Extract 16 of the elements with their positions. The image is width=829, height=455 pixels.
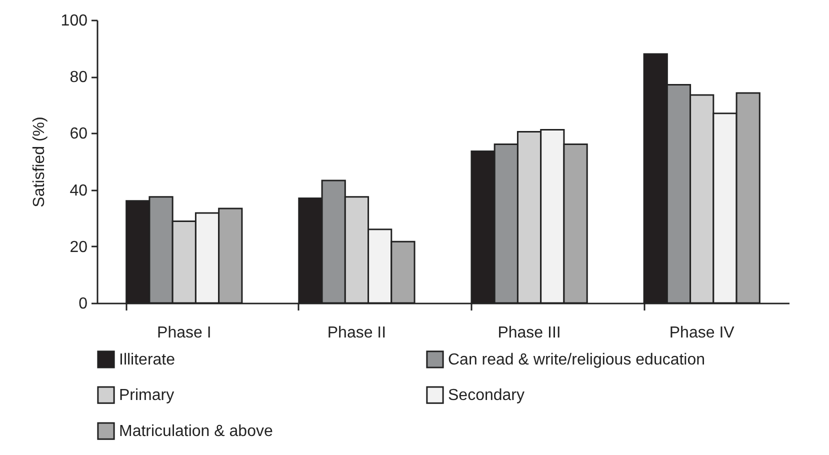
x-tick-label: Phase IV <box>669 324 735 342</box>
x-tick-label: Phase II <box>327 324 386 342</box>
y-tick-label: 60 <box>70 126 88 143</box>
y-axis-title: Satisfied (%) <box>30 116 48 208</box>
legend-label: Primary <box>119 387 174 404</box>
legend-label: Secondary <box>448 387 524 404</box>
x-tick-label: Phase III <box>498 324 561 342</box>
legend-label: Illiterate <box>119 351 176 368</box>
y-tick-label: 100 <box>60 12 88 30</box>
y-tick-label: 0 <box>78 296 88 312</box>
x-tick-label: Phase I <box>157 324 212 342</box>
legend-label: Can read & write/religious education <box>448 351 706 368</box>
legend-label: Matriculation & above <box>119 423 273 440</box>
y-tick-label: 40 <box>70 182 88 200</box>
y-tick-label: 80 <box>70 69 88 86</box>
y-tick-label: 20 <box>70 238 88 256</box>
